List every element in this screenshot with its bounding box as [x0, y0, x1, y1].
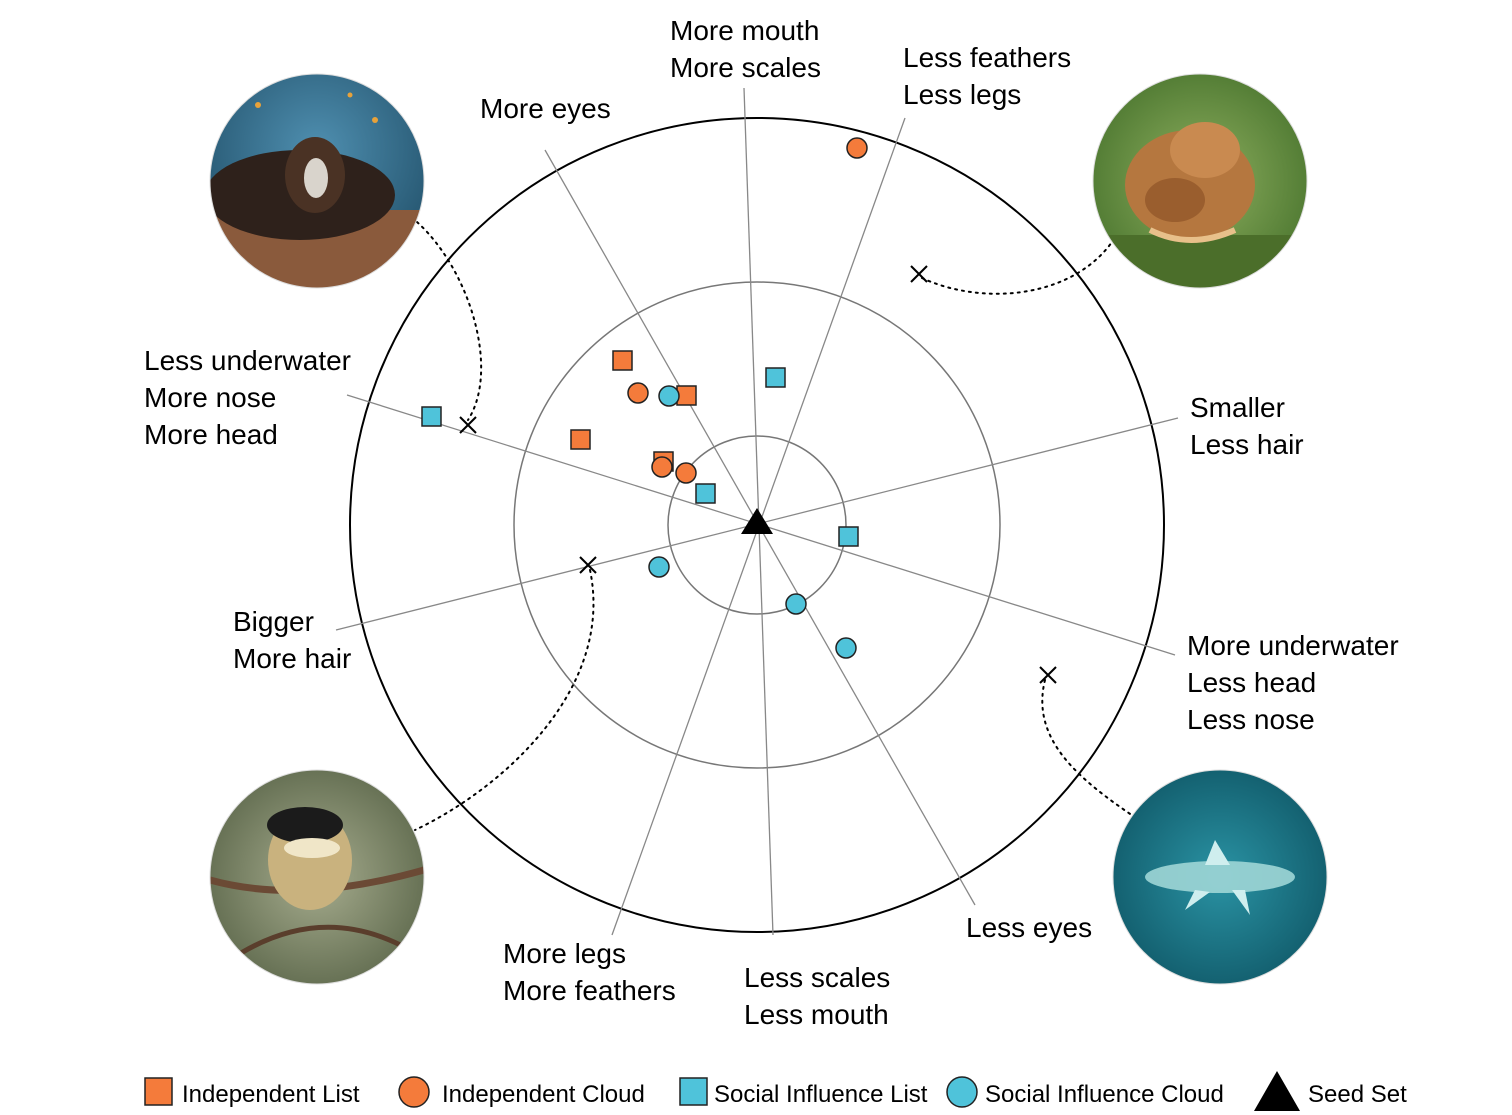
thumbnail-furry-creature: [210, 74, 424, 288]
axis-label-line: Less legs: [903, 79, 1021, 110]
axis-label-more-underwater: More underwater Less head Less nose: [1187, 630, 1406, 735]
axis-label-line: Bigger: [233, 606, 314, 637]
social-list-marker: [765, 367, 786, 388]
axis-label-more-eyes: More eyes: [480, 93, 611, 124]
independent-list-marker: [612, 350, 633, 371]
x-marker: [1039, 666, 1057, 684]
legend-item-social-list: Social Influence List: [679, 1077, 928, 1108]
independent-cloud-marker: [651, 456, 673, 478]
thumbnail-connectors: [414, 221, 1137, 831]
axis-label-more-mouth-more-scales: More mouth More scales: [670, 15, 827, 83]
legend-marker-circle-blue: [946, 1076, 978, 1108]
axis-label-less-scales-less-mouth: Less scales Less mouth: [744, 962, 898, 1030]
axis-label-line: Less scales: [744, 962, 890, 993]
legend-label: Seed Set: [1308, 1081, 1407, 1108]
independent-list-marker: [676, 385, 697, 406]
thumbnail-curled-bird: [1093, 74, 1307, 288]
axis-label-line: Less underwater: [144, 345, 351, 376]
axis-label-less-feathers-less-legs: Less feathers Less legs: [903, 42, 1079, 110]
legend-marker-circle-orange: [398, 1076, 430, 1108]
thumbnail-border: [209, 769, 425, 985]
social-list-marker: [838, 526, 859, 547]
legend-marker-square-blue: [679, 1077, 708, 1106]
legend-label: Social Influence Cloud: [985, 1081, 1224, 1108]
axis-label-line: More hair: [233, 643, 351, 674]
independent-cloud-marker: [675, 462, 697, 484]
axis-label-less-eyes: Less eyes: [966, 912, 1092, 943]
middle-ring: [513, 281, 1001, 769]
legend-label: Independent Cloud: [442, 1081, 645, 1108]
legend-label: Independent List: [182, 1081, 360, 1108]
independent-cloud-marker: [627, 382, 649, 404]
axis-label-line: Less mouth: [744, 999, 889, 1030]
social-cloud-marker: [785, 593, 807, 615]
independent-cloud-marker: [846, 137, 868, 159]
legend-marker-square-orange: [144, 1077, 173, 1106]
axis-label-line: More scales: [670, 52, 821, 83]
inner-ring: [667, 435, 847, 615]
axis-label-line: More legs: [503, 938, 626, 969]
social-list-marker: [695, 483, 716, 504]
connector-bottom-right: [1041, 679, 1137, 819]
outer-ring: [349, 117, 1165, 933]
x-marker: [579, 556, 597, 574]
connector-bottom-left: [414, 569, 595, 831]
axis-label-line: More head: [144, 419, 278, 450]
legend-item-social-cloud: Social Influence Cloud: [946, 1076, 1224, 1108]
social-list-marker: [421, 406, 442, 427]
seed-set-marker: [741, 508, 773, 534]
x-markers: [459, 265, 1057, 684]
legend: Independent List Independent Cloud Socia…: [144, 1071, 1407, 1111]
axis-label-line: More nose: [144, 382, 276, 413]
thumbnail-fish: [1113, 770, 1327, 984]
thumbnail-border: [209, 73, 425, 289]
legend-label: Social Influence List: [714, 1081, 928, 1108]
axis-label-line: More mouth: [670, 15, 819, 46]
axis-label-line: Less nose: [1187, 704, 1315, 735]
axis-label-bigger-more-hair: Bigger More hair: [233, 606, 351, 674]
data-markers: [421, 137, 868, 659]
connector-top-right: [921, 241, 1113, 295]
axis-label-line: Less feathers: [903, 42, 1071, 73]
legend-marker-triangle-black: [1254, 1071, 1300, 1111]
x-marker: [459, 416, 477, 434]
axis-label-line: Less head: [1187, 667, 1316, 698]
axis-label-less-underwater: Less underwater More nose More head: [144, 345, 359, 450]
independent-list-marker: [570, 429, 591, 450]
axis-label-line: Less hair: [1190, 429, 1304, 460]
axis-label-line: More feathers: [503, 975, 676, 1006]
social-cloud-marker: [658, 385, 680, 407]
axis-label-line: More eyes: [480, 93, 611, 124]
social-cloud-marker: [835, 637, 857, 659]
legend-item-independent-list: Independent List: [144, 1077, 360, 1108]
connector-top-left: [416, 221, 483, 421]
legend-item-independent-cloud: Independent Cloud: [398, 1076, 645, 1108]
legend-item-seed-set: Seed Set: [1254, 1071, 1407, 1111]
axis-label-more-legs-more-feathers: More legs More feathers: [503, 938, 676, 1006]
axis-label-smaller-less-hair: Smaller Less hair: [1190, 392, 1304, 460]
x-marker: [910, 265, 928, 283]
axis-label-line: Less eyes: [966, 912, 1092, 943]
thumbnail-border: [1092, 73, 1308, 289]
thumbnail-border: [1112, 769, 1328, 985]
social-cloud-marker: [648, 556, 670, 578]
axis-label-line: More underwater: [1187, 630, 1399, 661]
axis-label-line: Smaller: [1190, 392, 1285, 423]
thumbnail-bird-on-branch: [210, 770, 424, 984]
